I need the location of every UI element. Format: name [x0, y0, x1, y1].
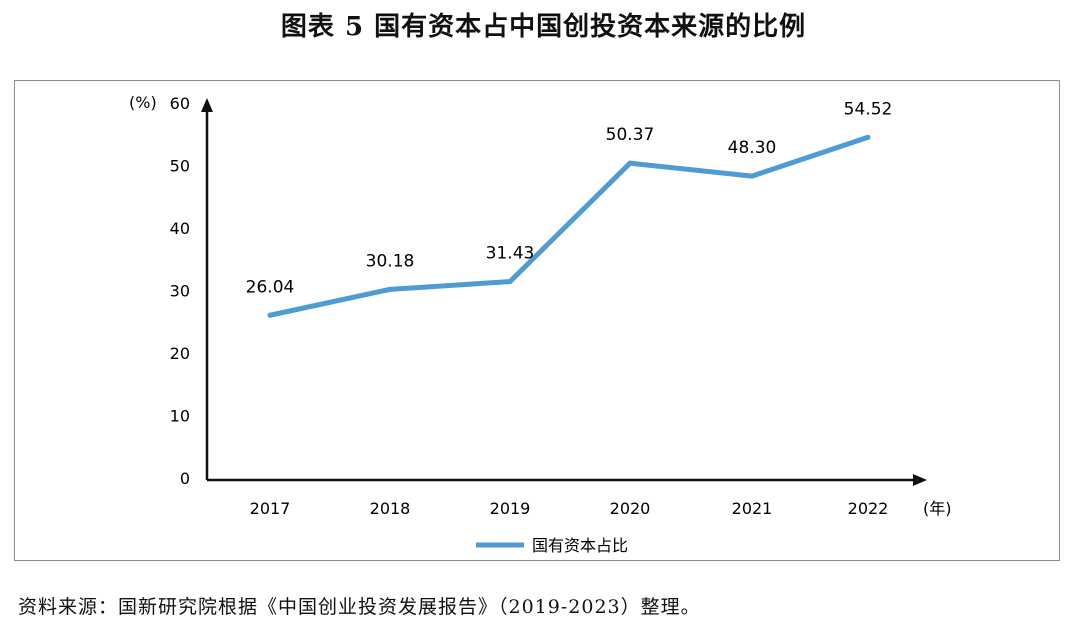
y-tick-label: 60 [170, 94, 190, 113]
data-label: 54.52 [844, 99, 893, 119]
x-axis-arrow [913, 474, 927, 486]
y-tick-label: 50 [170, 157, 190, 176]
y-tick-label: 20 [170, 344, 190, 363]
data-label: 31.43 [486, 244, 535, 264]
data-point [627, 160, 633, 166]
data-labels: 26.04 30.18 31.43 50.37 48.30 54.52 [246, 99, 893, 297]
x-tick-label: 2021 [732, 499, 773, 518]
x-tick-label: 2018 [370, 499, 411, 518]
series-group [267, 134, 871, 318]
x-tick-label: 2017 [250, 499, 291, 518]
y-unit-label: (%) [129, 93, 157, 112]
x-tick-label: 2022 [848, 499, 889, 518]
y-tick-label: 10 [170, 407, 190, 426]
x-tick-label: 2019 [490, 499, 531, 518]
data-label: 30.18 [366, 251, 415, 271]
y-tick-label: 40 [170, 219, 190, 238]
x-unit-label: (年) [923, 499, 952, 518]
data-label: 48.30 [728, 138, 777, 158]
data-point [267, 312, 273, 318]
x-axis-ticks: 2017 2018 2019 2020 2021 2022 [250, 499, 889, 518]
x-tick-label: 2020 [610, 499, 651, 518]
legend-label: 国有资本占比 [532, 536, 628, 555]
chart-frame [14, 80, 1060, 561]
data-point [749, 173, 755, 179]
y-tick-label: 30 [170, 282, 190, 301]
series-line [267, 134, 871, 318]
data-point [507, 279, 513, 285]
y-tick-label: 0 [180, 469, 190, 488]
data-point [865, 134, 871, 140]
source-note: 资料来源：国新研究院根据《中国创业投资发展报告》（2019-2023）整理。 [18, 596, 701, 618]
data-label: 50.37 [606, 125, 655, 145]
y-axis-ticks: 0 10 20 30 40 50 60 [170, 94, 190, 488]
data-label: 26.04 [246, 277, 295, 297]
y-axis-arrow [201, 98, 213, 112]
data-point [387, 286, 393, 292]
chart-title: 图表 5 国有资本占中国创投资本来源的比例 [280, 12, 807, 42]
